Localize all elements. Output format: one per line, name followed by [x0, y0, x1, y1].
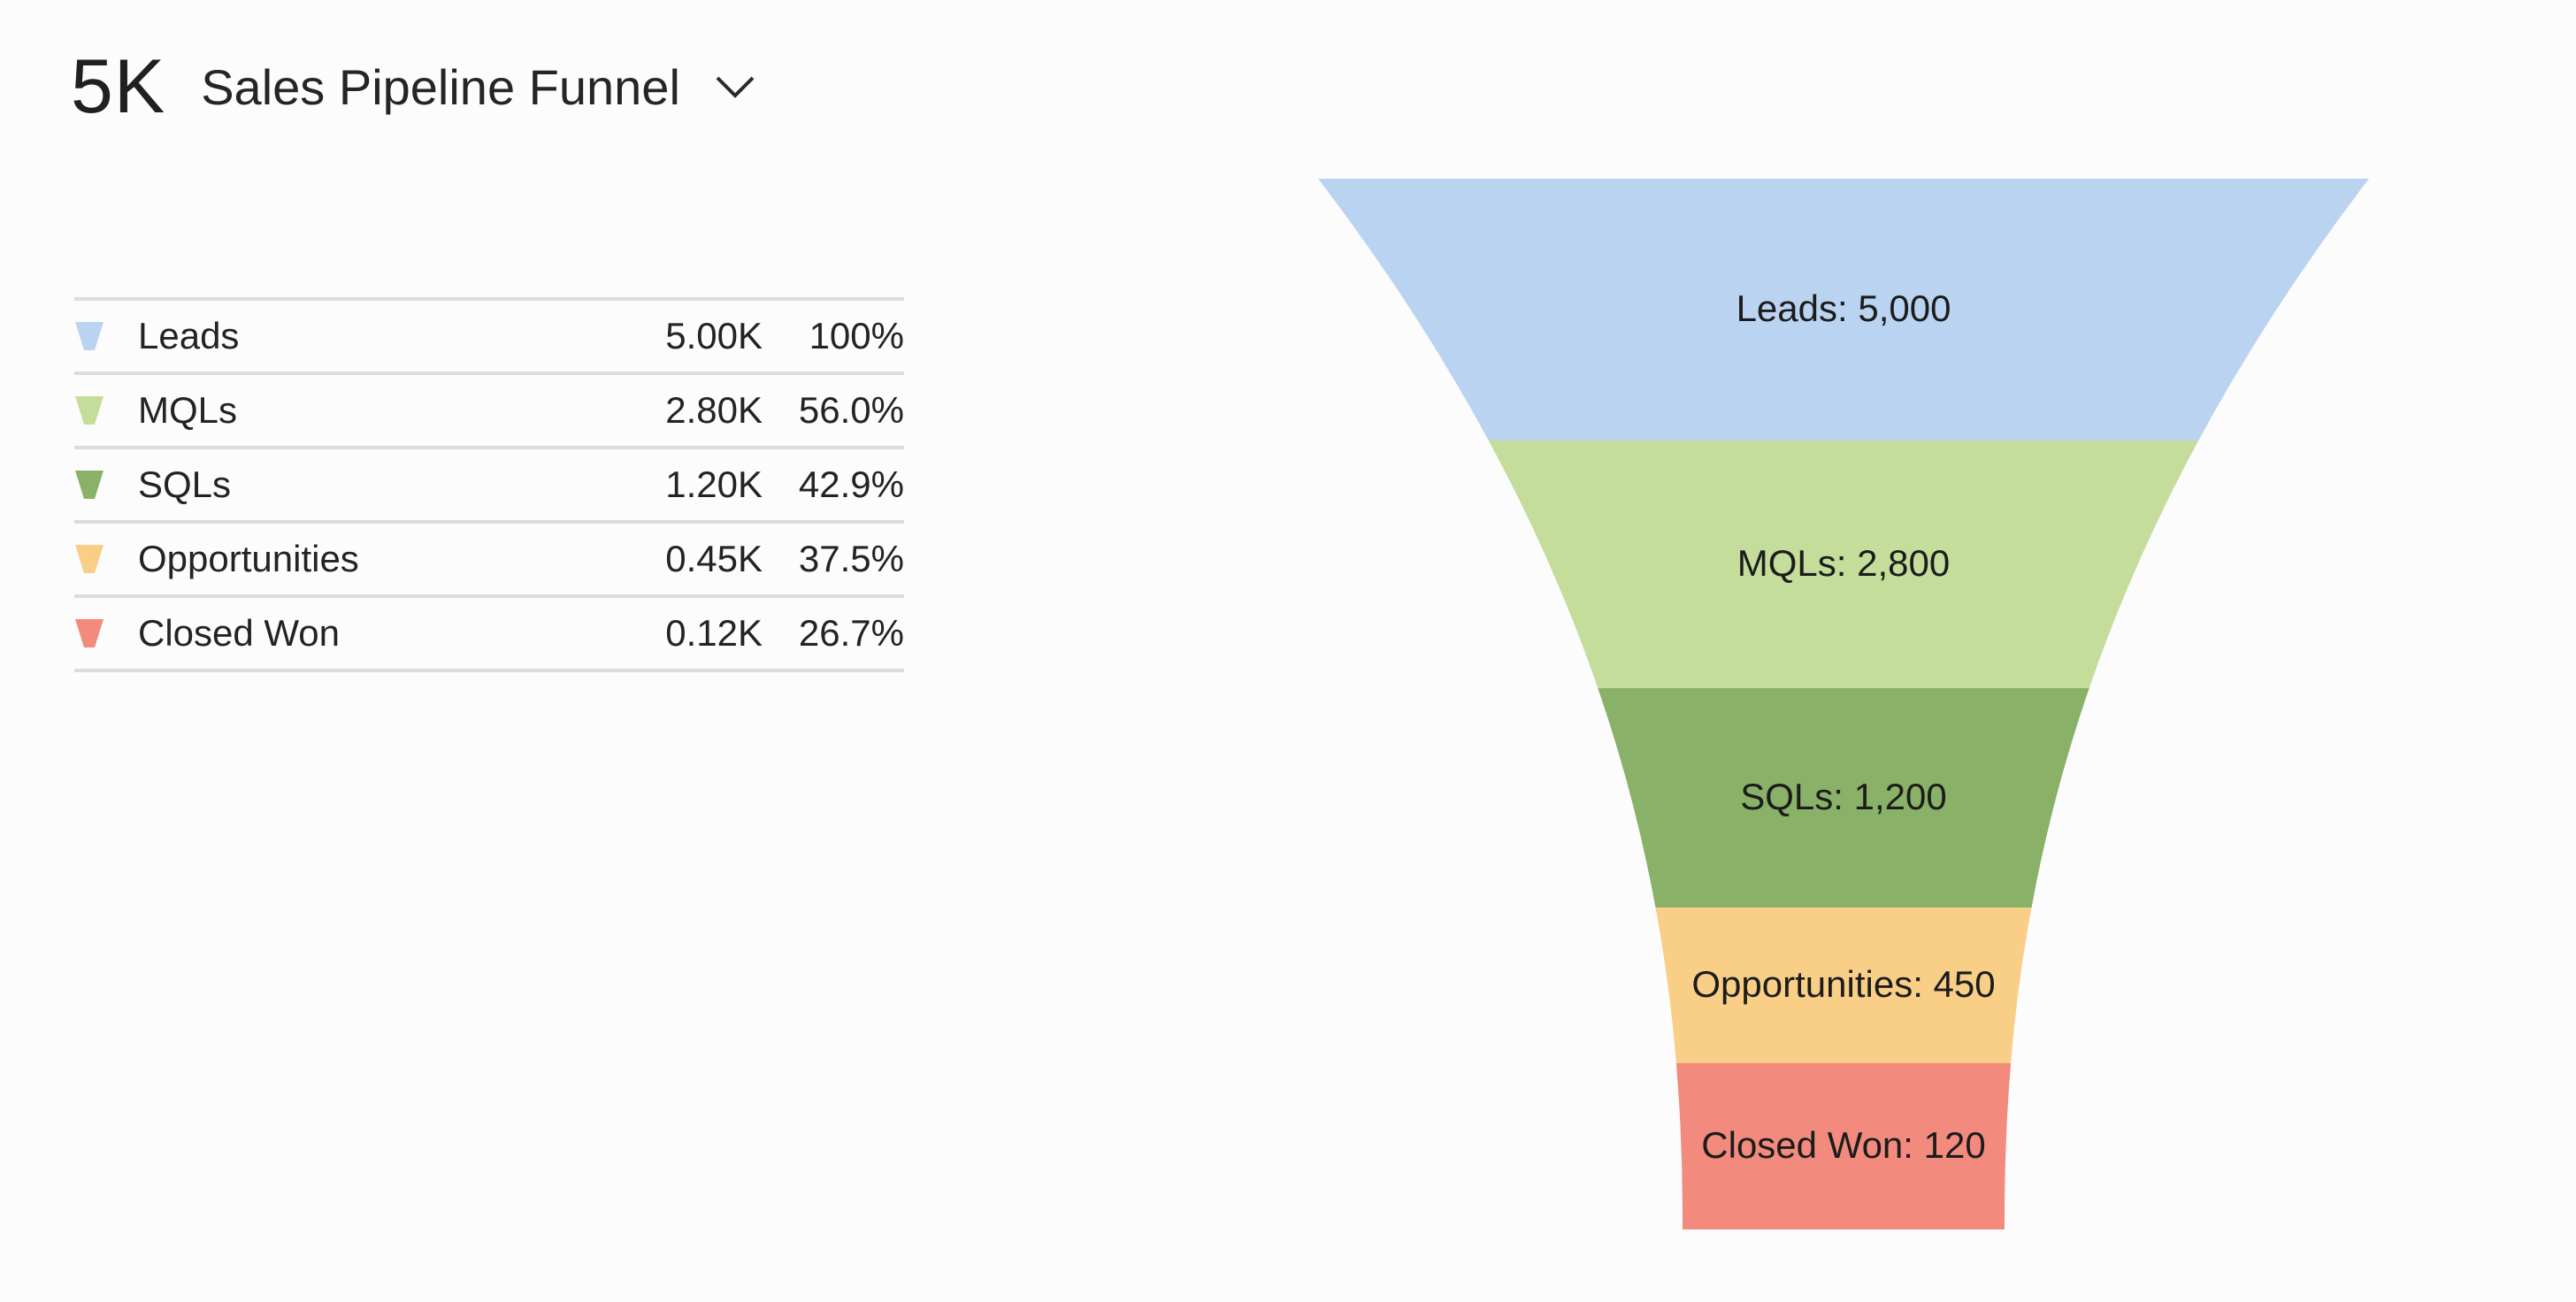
funnel-icon	[74, 395, 104, 425]
funnel-segment-leads[interactable]	[1318, 179, 2369, 440]
funnel-label-leads: Leads: 5,000	[1736, 287, 1951, 329]
funnel-segment-closed-won[interactable]	[1675, 1063, 2012, 1229]
legend-row-opportunities[interactable]: Opportunities 0.45K 37.5%	[74, 524, 904, 598]
funnel-icon	[74, 321, 104, 351]
funnel-segment-opportunities[interactable]	[1655, 908, 2032, 1063]
funnel-icon	[74, 544, 104, 574]
legend-label: MQLs	[138, 389, 238, 431]
legend-percent: 37.5%	[798, 538, 904, 579]
legend-row-leads[interactable]: Leads 5.00K 100%	[74, 301, 904, 375]
legend-value: 0.45K	[665, 538, 763, 579]
legend-value: 2.80K	[665, 389, 763, 431]
chart-header: 5K Sales Pipeline Funnel	[71, 42, 758, 131]
funnel-label-sqls: SQLs: 1,200	[1740, 776, 1946, 817]
funnel-segment-sqls[interactable]	[1598, 688, 2089, 908]
legend-label: SQLs	[138, 463, 232, 505]
legend-percent: 100%	[809, 315, 904, 356]
funnel-label-mqls: MQLs: 2,800	[1737, 542, 1950, 584]
legend-percent: 56.0%	[798, 389, 904, 431]
legend-label: Closed Won	[138, 612, 341, 654]
legend-value: 0.12K	[665, 612, 763, 654]
legend-row-closed-won[interactable]: Closed Won 0.12K 26.7%	[74, 598, 904, 672]
legend-row-sqls[interactable]: SQLs 1.20K 42.9%	[74, 449, 904, 524]
legend-percent: 26.7%	[798, 612, 904, 654]
funnel-label-opportunities: Opportunities: 450	[1691, 963, 1995, 1005]
legend-row-mqls[interactable]: MQLs 2.80K 56.0%	[74, 375, 904, 449]
funnel-label-closed-won: Closed Won: 120	[1701, 1124, 1985, 1166]
funnel-segment-mqls[interactable]	[1488, 440, 2199, 688]
chevron-down-icon[interactable]	[712, 69, 758, 104]
funnel-icon	[74, 470, 104, 500]
legend-label: Opportunities	[138, 538, 359, 579]
legend-percent: 42.9%	[798, 463, 904, 505]
total-value: 5K	[71, 43, 166, 129]
funnel-icon	[74, 618, 104, 648]
legend-value: 5.00K	[665, 315, 763, 356]
legend-table: Leads 5.00K 100% MQLs 2.80K 56.0% SQLs 1…	[74, 297, 904, 672]
legend-label: Leads	[138, 315, 240, 356]
chart-title: Sales Pipeline Funnel	[201, 58, 680, 115]
legend-value: 1.20K	[665, 463, 763, 505]
